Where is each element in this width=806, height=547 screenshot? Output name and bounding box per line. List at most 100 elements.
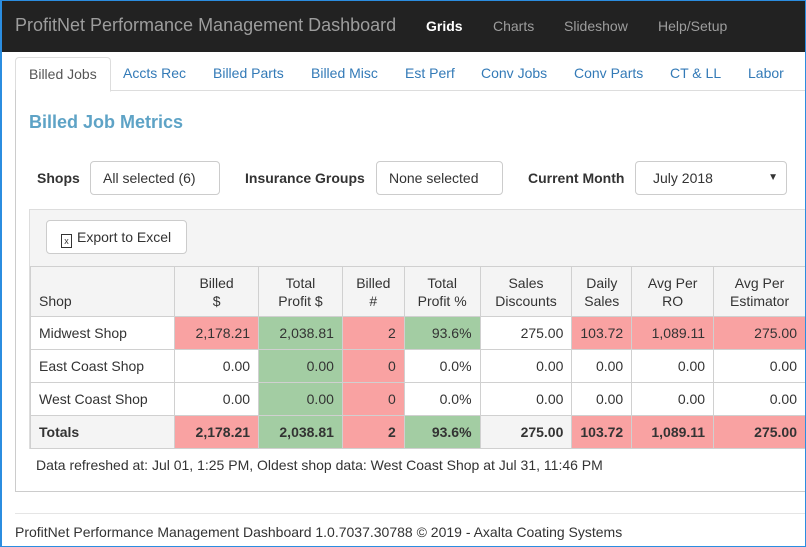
shops-dropdown[interactable]: All selected (6) xyxy=(90,161,220,214)
metric-cell: 0.00 xyxy=(571,382,633,416)
metric-cell: 275.00 xyxy=(713,415,806,449)
shop-name-cell: Midwest Shop xyxy=(29,316,176,350)
metric-cell: 0.0% xyxy=(403,349,481,383)
column-header-text: Total xyxy=(427,275,457,291)
metric-cell: 2 xyxy=(341,415,405,449)
column-header-text: Shop xyxy=(39,293,72,309)
select-arrow-icon: ▼ xyxy=(768,172,778,183)
shops-label: Shops xyxy=(37,170,80,186)
column-header[interactable]: Daily Sales xyxy=(571,266,633,317)
tab-bar: Billed Jobs Accts Rec Billed Parts Bille… xyxy=(15,57,806,92)
nav-help-setup[interactable]: Help/Setup xyxy=(658,18,728,34)
column-header-text: Sales xyxy=(584,293,620,309)
shop-name-cell: Totals xyxy=(29,415,176,449)
metric-cell: 0.00 xyxy=(258,349,343,383)
metric-cell: 0.0% xyxy=(403,382,481,416)
tab-labor[interactable]: Labor xyxy=(748,65,784,81)
excel-file-icon: x xyxy=(61,234,72,248)
column-header-text: Avg Per xyxy=(734,275,785,291)
column-header-text: Profit $ xyxy=(278,293,323,309)
refresh-status: Data refreshed at: Jul 01, 1:25 PM, Olde… xyxy=(36,457,603,473)
column-header-text: Billed xyxy=(199,275,234,291)
metric-cell: 0.00 xyxy=(713,349,806,383)
metric-cell: 2,178.21 xyxy=(174,415,260,449)
navbar: ProfitNet Performance Management Dashboa… xyxy=(0,0,806,52)
column-header[interactable]: Avg Per RO xyxy=(631,266,715,317)
column-header-text: Billed xyxy=(356,275,391,291)
column-header-text: Total xyxy=(285,275,316,291)
insurance-groups-value: None selected xyxy=(389,170,479,186)
column-header-text: Daily xyxy=(586,275,618,291)
metric-cell: 93.6% xyxy=(403,316,481,350)
metric-cell: 2,038.81 xyxy=(258,316,343,350)
shops-value: All selected (6) xyxy=(103,170,196,186)
metric-cell: 2,178.21 xyxy=(174,316,260,350)
metric-cell: 103.72 xyxy=(571,316,633,350)
tab-conv-parts[interactable]: Conv Parts xyxy=(574,65,644,81)
tab-accts-rec[interactable]: Accts Rec xyxy=(123,65,187,81)
nav-slideshow[interactable]: Slideshow xyxy=(564,18,628,34)
metric-cell: 275.00 xyxy=(479,415,573,449)
table-row: Midwest Shop 2,178.21 2,038.81 2 93.6% 275.00… xyxy=(29,316,806,350)
footer: ProfitNet Performance Management Dashboa… xyxy=(15,524,623,540)
column-header[interactable]: Avg Per Estimator xyxy=(713,266,806,317)
metric-cell: 0.00 xyxy=(174,382,260,416)
metric-cell: 0.00 xyxy=(631,349,715,383)
metric-cell: 2,038.81 xyxy=(258,415,343,449)
tab-billed-parts[interactable]: Billed Parts xyxy=(213,65,284,81)
metric-cell: 0.00 xyxy=(713,382,806,416)
table-row: West Coast Shop 0.00 0.00 0 0.0% 0.00 0.00 0.00… xyxy=(29,382,806,416)
tab-billed-jobs[interactable]: Billed Jobs xyxy=(15,57,111,92)
current-month-value: July 2018 xyxy=(653,170,713,186)
insurance-groups-label: Insurance Groups xyxy=(245,170,365,186)
insurance-groups-dropdown[interactable]: None selected xyxy=(376,161,503,214)
current-month-select[interactable]: July 2018 ▼ xyxy=(635,161,787,195)
export-to-excel-button[interactable]: x Export to Excel xyxy=(46,220,187,254)
nav-charts[interactable]: Charts xyxy=(493,18,535,34)
metric-cell: 0 xyxy=(341,382,405,416)
totals-row: Totals 2,178.21 2,038.81 2 93.6% 275.00 103.72… xyxy=(29,415,806,449)
table-row: East Coast Shop 0.00 0.00 0 0.0% 0.00 0.00 0.00… xyxy=(29,349,806,383)
column-header[interactable]: Billed # xyxy=(341,266,405,317)
tab-billed-misc[interactable]: Billed Misc xyxy=(311,65,378,81)
column-header[interactable]: Total Profit % xyxy=(403,266,481,317)
column-header-text: Profit % xyxy=(417,293,467,309)
metric-cell: 275.00 xyxy=(713,316,806,350)
metric-cell: 0 xyxy=(341,349,405,383)
column-header[interactable]: Sales Discounts xyxy=(479,266,573,317)
metric-cell: 103.72 xyxy=(571,415,633,449)
current-month-label: Current Month xyxy=(528,170,625,186)
column-header-text: Discounts xyxy=(495,293,557,309)
metric-cell: 0.00 xyxy=(571,349,633,383)
metric-cell: 93.6% xyxy=(403,415,481,449)
metric-cell: 1,089.11 xyxy=(631,316,715,350)
column-header[interactable]: Billed $ xyxy=(174,266,260,317)
brand[interactable]: ProfitNet Performance Management Dashboa… xyxy=(15,15,397,35)
export-label: Export to Excel xyxy=(77,229,172,245)
column-header-text: Estimator xyxy=(729,293,790,309)
page-title: Billed Job Metrics xyxy=(29,112,184,132)
metrics-table: Shop Billed $ Total Profit $ Billed # Total Prof… xyxy=(29,266,806,449)
nav-grids[interactable]: Grids xyxy=(426,18,463,34)
column-header[interactable]: Total Profit $ xyxy=(258,266,343,317)
tab-ct-ll[interactable]: CT & LL xyxy=(670,65,722,81)
metric-cell: 0.00 xyxy=(258,382,343,416)
column-header-text: # xyxy=(369,293,378,309)
divider xyxy=(15,513,806,514)
metric-cell: 2 xyxy=(341,316,405,350)
column-header-text: Sales xyxy=(508,275,544,291)
metric-cell: 0.00 xyxy=(631,382,715,416)
shop-name-cell: West Coast Shop xyxy=(29,382,176,416)
column-header-text: RO xyxy=(662,293,684,309)
column-header[interactable]: Shop xyxy=(29,266,176,317)
column-header-text: Avg Per xyxy=(647,275,698,291)
metric-cell: 275.00 xyxy=(479,316,573,350)
column-header-text: $ xyxy=(212,293,221,309)
metric-cell: 1,089.11 xyxy=(631,415,715,449)
metric-cell: 0.00 xyxy=(479,382,573,416)
tab-est-perf[interactable]: Est Perf xyxy=(405,65,455,81)
metric-cell: 0.00 xyxy=(174,349,260,383)
tab-conv-jobs[interactable]: Conv Jobs xyxy=(481,65,548,81)
tab-panel xyxy=(15,90,806,492)
shop-name-cell: East Coast Shop xyxy=(29,349,176,383)
